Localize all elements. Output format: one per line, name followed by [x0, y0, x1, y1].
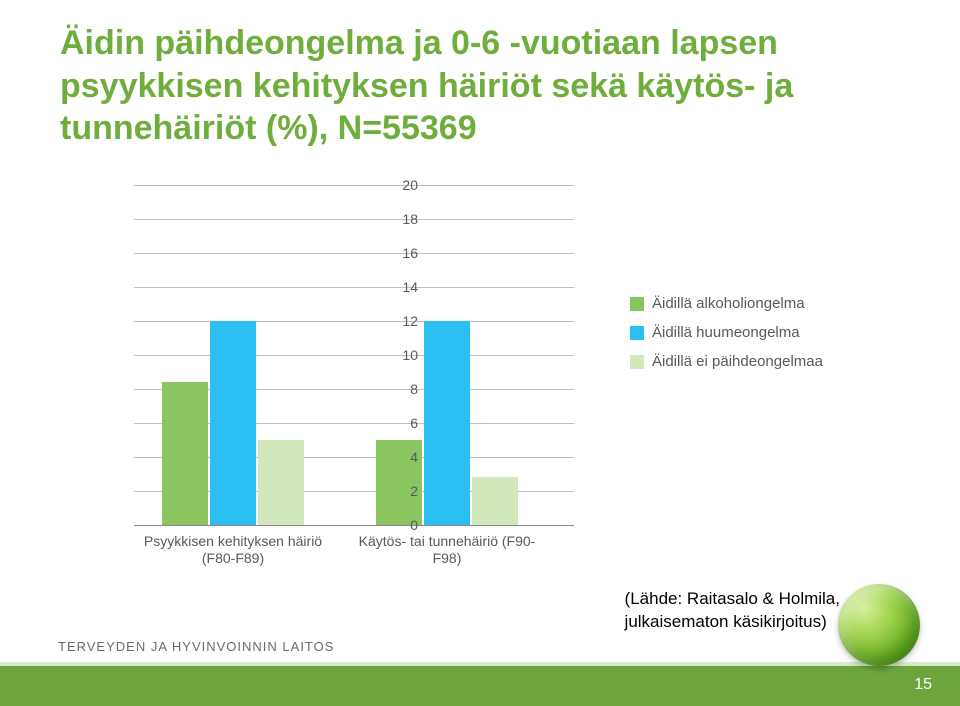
- bar-chart: Äidillä alkoholiongelma Äidillä huumeonge…: [90, 185, 870, 565]
- source-line-1: (Lähde: Raitasalo & Holmila,: [625, 588, 840, 611]
- legend-item: Äidillä alkoholiongelma: [630, 295, 850, 312]
- x-category-label: Psyykkisen kehityksen häiriö(F80-F89): [123, 533, 343, 567]
- y-tick-label: 12: [382, 313, 418, 329]
- footer-bar: [0, 666, 960, 706]
- x-label-line: F98): [337, 550, 557, 567]
- legend-swatch: [630, 355, 644, 369]
- y-tick-label: 10: [382, 347, 418, 363]
- y-tick-label: 6: [382, 415, 418, 431]
- source-citation: (Lähde: Raitasalo & Holmila, julkaisemat…: [625, 588, 840, 634]
- y-tick-label: 20: [382, 177, 418, 193]
- organization-label: TERVEYDEN JA HYVINVOINNIN LAITOS: [58, 639, 334, 654]
- y-tick-label: 4: [382, 449, 418, 465]
- legend-label: Äidillä alkoholiongelma: [652, 295, 805, 312]
- x-label-line: Psyykkisen kehityksen häiriö: [123, 533, 343, 550]
- y-tick-label: 8: [382, 381, 418, 397]
- legend-item: Äidillä huumeongelma: [630, 324, 850, 341]
- y-tick-label: 18: [382, 211, 418, 227]
- y-tick-label: 16: [382, 245, 418, 261]
- x-label-line: Käytös- tai tunnehäiriö (F90-: [337, 533, 557, 550]
- source-line-2: julkaisematon käsikirjoitus): [625, 611, 840, 634]
- globe-icon: [838, 584, 920, 666]
- chart-plot-area: [134, 185, 574, 525]
- page-number: 15: [914, 676, 932, 694]
- x-label-line: (F80-F89): [123, 550, 343, 567]
- x-category-label: Käytös- tai tunnehäiriö (F90-F98): [337, 533, 557, 567]
- legend-item: Äidillä ei päihdeongelmaa: [630, 353, 850, 370]
- legend-swatch: [630, 297, 644, 311]
- bar: [472, 477, 518, 525]
- bar: [210, 321, 256, 525]
- y-tick-label: 0: [382, 517, 418, 533]
- legend-label: Äidillä huumeongelma: [652, 324, 800, 341]
- slide-title: Äidin päihdeongelma ja 0-6 -vuotiaan lap…: [60, 22, 820, 150]
- y-tick-label: 14: [382, 279, 418, 295]
- y-tick-label: 2: [382, 483, 418, 499]
- chart-legend: Äidillä alkoholiongelma Äidillä huumeonge…: [630, 295, 850, 382]
- bar: [258, 440, 304, 525]
- legend-label: Äidillä ei päihdeongelmaa: [652, 353, 823, 370]
- legend-swatch: [630, 326, 644, 340]
- bar: [162, 382, 208, 525]
- bar: [424, 321, 470, 525]
- bar-group: [162, 185, 304, 525]
- gridline: [134, 525, 574, 526]
